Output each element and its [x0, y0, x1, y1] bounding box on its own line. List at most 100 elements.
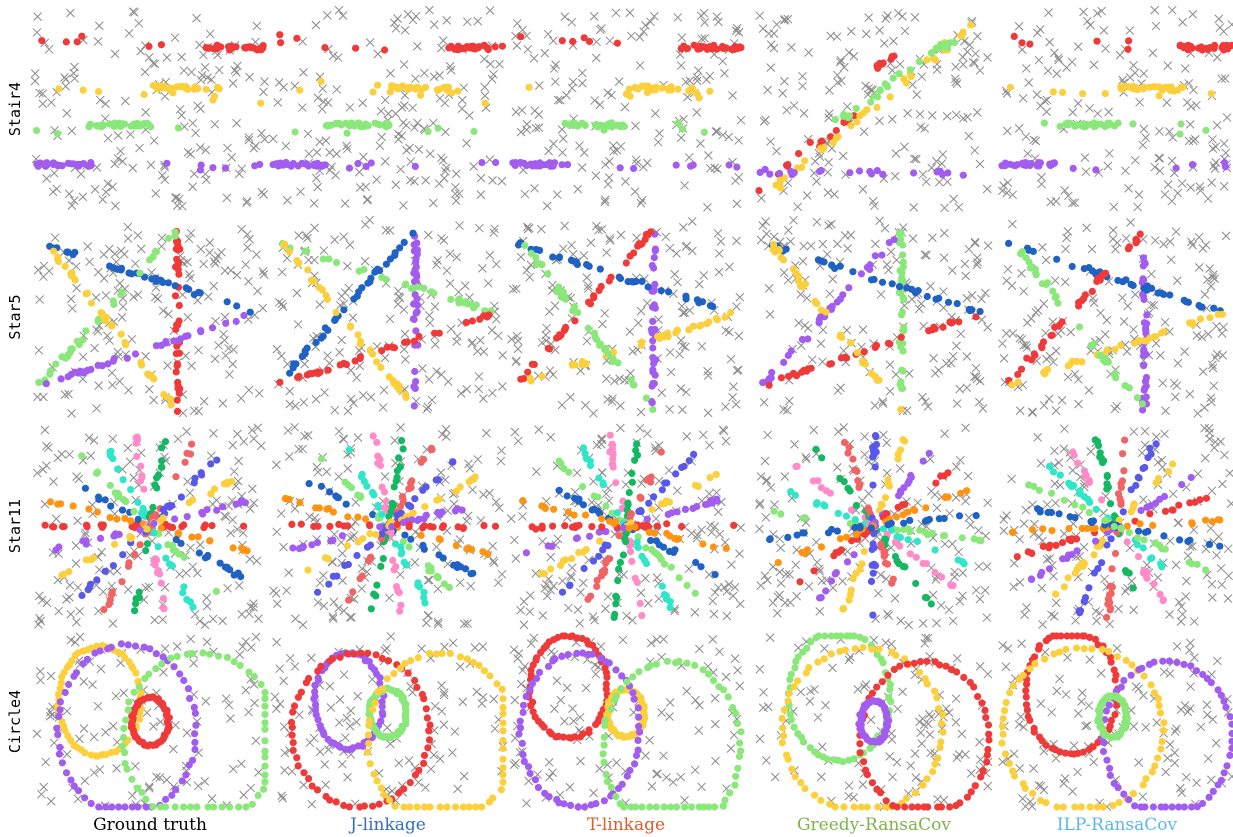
inlier-dot-icon	[1103, 346, 1111, 354]
outlier-x-icon	[199, 50, 208, 60]
outlier-x-icon	[317, 104, 327, 114]
outlier-x-icon	[206, 75, 216, 84]
outlier-x-icon	[1165, 327, 1174, 336]
outlier-x-icon	[734, 331, 744, 341]
inlier-dot-icon	[146, 256, 154, 264]
outlier-x-icon	[1050, 446, 1059, 456]
inlier-dot-icon	[1140, 386, 1148, 394]
outlier-x-icon	[360, 256, 370, 266]
inlier-dot-icon	[538, 524, 546, 532]
inlier-dot-icon	[685, 87, 693, 95]
outlier-x-icon	[958, 60, 968, 69]
inlier-dot-icon	[77, 367, 85, 375]
outlier-x-icon	[193, 101, 203, 111]
outlier-x-icon	[677, 301, 687, 311]
inlier-dot-icon	[367, 553, 375, 561]
inlier-dot-icon	[107, 447, 115, 455]
inlier-dot-icon	[93, 122, 101, 130]
outlier-x-icon	[779, 268, 789, 277]
outlier-x-icon	[564, 603, 573, 613]
outlier-x-icon	[467, 339, 477, 348]
inlier-dot-icon	[301, 247, 309, 255]
inlier-dot-icon	[49, 247, 58, 255]
outlier-x-icon	[830, 189, 839, 199]
outlier-x-icon	[815, 152, 825, 162]
inlier-dot-icon	[298, 352, 306, 361]
inlier-dot-icon	[378, 483, 386, 491]
outlier-x-icon	[352, 373, 362, 383]
outlier-x-icon	[1036, 101, 1045, 111]
outlier-x-icon	[1223, 544, 1233, 554]
inlier-dot-icon	[827, 577, 836, 585]
inlier-dot-icon	[174, 265, 182, 274]
outlier-x-icon	[313, 93, 323, 103]
outlier-x-icon	[1165, 127, 1174, 136]
outlier-x-icon	[1079, 7, 1088, 17]
outlier-x-icon	[396, 423, 405, 432]
inlier-dot-icon	[62, 38, 70, 46]
outlier-x-icon	[589, 11, 599, 21]
inlier-dot-icon	[436, 511, 444, 519]
inlier-dot-icon	[54, 256, 62, 264]
inlier-dot-icon	[608, 440, 616, 448]
inlier-dot-icon	[46, 242, 54, 250]
inlier-dot-icon	[354, 513, 362, 521]
outlier-x-icon	[531, 123, 541, 133]
outlier-x-icon	[1063, 372, 1073, 382]
inlier-dot-icon	[78, 32, 86, 40]
inlier-dot-icon	[793, 462, 801, 470]
inlier-dot-icon	[776, 169, 784, 177]
inlier-dot-icon	[436, 495, 444, 503]
outlier-x-icon	[772, 146, 781, 156]
inlier-dot-icon	[976, 307, 984, 316]
inlier-dot-icon	[395, 386, 403, 394]
outlier-x-icon	[425, 149, 435, 159]
outlier-x-icon	[646, 17, 655, 27]
outlier-x-icon	[60, 73, 69, 82]
outlier-x-icon	[146, 160, 156, 170]
outlier-x-icon	[1059, 444, 1069, 454]
outlier-x-icon	[883, 609, 892, 619]
outlier-x-icon	[296, 187, 305, 197]
outlier-x-icon	[71, 541, 81, 550]
outlier-x-icon	[423, 402, 433, 412]
inlier-dot-icon	[721, 313, 729, 321]
outlier-x-icon	[607, 90, 616, 100]
outlier-x-icon	[497, 176, 507, 186]
inlier-dot-icon	[564, 161, 572, 169]
outlier-x-icon	[479, 394, 488, 403]
inlier-dot-icon	[84, 366, 92, 374]
inlier-dot-icon	[822, 587, 830, 595]
inlier-dot-icon	[1098, 559, 1106, 567]
inlier-dot-icon	[195, 549, 203, 557]
outlier-x-icon	[553, 534, 563, 544]
inlier-dot-icon	[113, 515, 121, 523]
inlier-dot-icon	[405, 485, 413, 493]
inlier-dot-icon	[904, 479, 912, 488]
inlier-dot-icon	[650, 287, 658, 295]
inlier-dot-icon	[1180, 44, 1188, 52]
inlier-dot-icon	[358, 284, 366, 292]
inlier-dot-icon	[782, 245, 790, 253]
outlier-x-icon	[220, 266, 230, 276]
inlier-dot-icon	[678, 125, 687, 133]
outlier-x-icon	[636, 198, 646, 208]
outlier-x-icon	[891, 149, 901, 158]
outlier-x-icon	[451, 196, 461, 206]
inlier-dot-icon	[817, 543, 826, 551]
outlier-x-icon	[305, 512, 315, 522]
outlier-x-icon	[1161, 406, 1170, 416]
inlier-dot-icon	[397, 543, 405, 551]
inlier-dot-icon	[382, 497, 390, 506]
outlier-x-icon	[1019, 519, 1029, 528]
outlier-x-icon	[628, 346, 638, 356]
outlier-x-icon	[344, 283, 354, 293]
outlier-x-icon	[1007, 474, 1016, 484]
outlier-x-icon	[508, 284, 518, 294]
inlier-dot-icon	[1106, 119, 1114, 127]
outlier-x-icon	[512, 19, 522, 28]
outlier-x-icon	[579, 148, 589, 158]
outlier-x-icon	[683, 92, 692, 102]
outlier-x-icon	[942, 111, 952, 121]
outlier-x-icon	[1080, 153, 1090, 162]
